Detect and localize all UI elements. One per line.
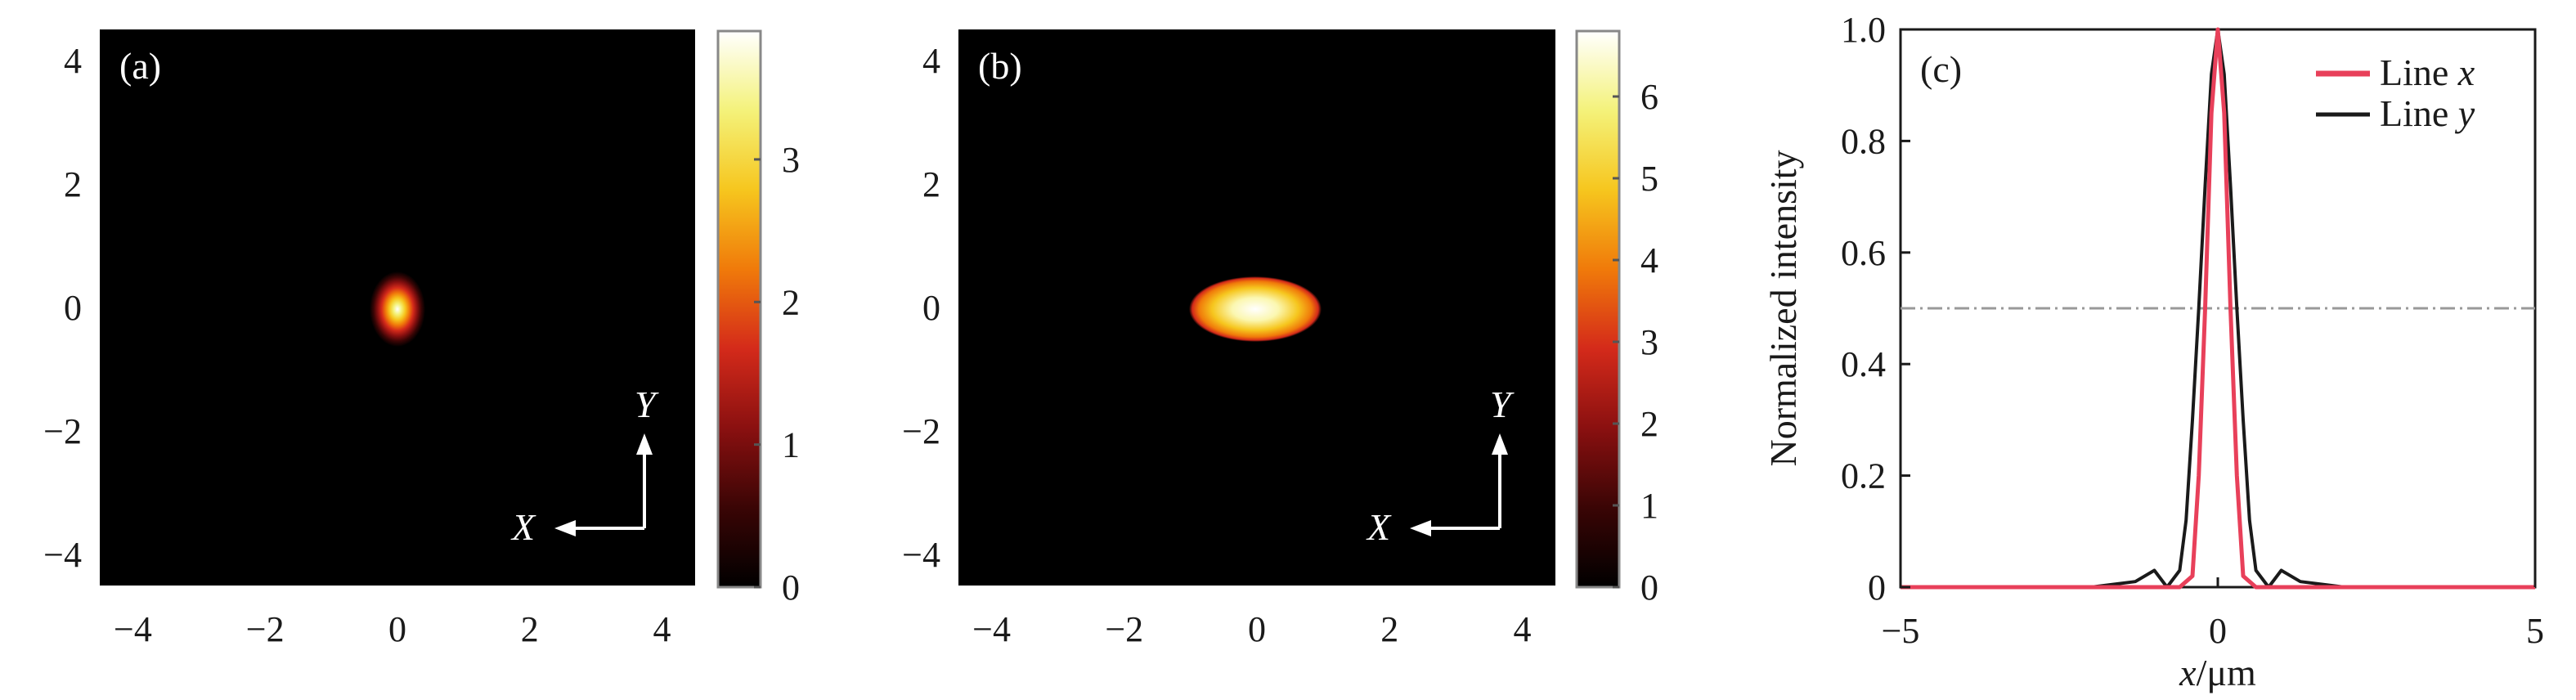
legend-label-line-x-var: x [2457, 52, 2475, 93]
panel-c-legend: Line x Line y [2316, 52, 2475, 134]
colorbar-tick-label: 3 [782, 140, 800, 180]
y-tick-label: −2 [43, 411, 82, 451]
y-tick-label: 1.0 [1841, 10, 1886, 50]
colorbar-tick-label: 5 [1640, 159, 1658, 199]
legend-label-line-x-prefix: Line [2380, 52, 2458, 93]
y-tick-label: 2 [922, 164, 940, 204]
panel-b-yaxis: 4 2 0 −2 −4 [902, 41, 940, 575]
panel-b: (b) −4 −2 0 2 4 4 2 0 −2 −4 Y X 0 1 2 3 4 5 6 [902, 29, 1658, 649]
panel-c-ylabel: Normalized intensity [1762, 150, 1804, 466]
colorbar-tick-label: 4 [1640, 240, 1658, 280]
x-tick-label: 0 [2209, 611, 2227, 651]
panel-c-xaxis: −5 0 5 [1882, 577, 2544, 651]
indicator-b-x-label: X [1366, 506, 1392, 548]
panel-b-xaxis: −4 −2 0 2 4 [972, 609, 1531, 649]
panel-a-axes-indicator: Y X [510, 384, 659, 548]
panel-a-colorbar-ticks: 0 1 2 3 [754, 140, 800, 608]
x-tick-label: 0 [388, 609, 406, 649]
panel-c-xlabel: x/μm [2179, 652, 2256, 693]
x-tick-label: −4 [114, 609, 152, 649]
legend-label-line-x: Line x [2380, 52, 2475, 93]
panel-a: (a) −4 −2 0 2 4 4 2 0 −2 −4 Y X 0 1 2 3 [43, 29, 800, 649]
x-tick-label: −2 [1105, 609, 1143, 649]
colorbar-tick-label: 3 [1640, 322, 1658, 362]
indicator-a-x-arrowhead [554, 520, 576, 536]
legend-label-line-y-var: y [2455, 92, 2475, 134]
y-tick-label: 0.6 [1841, 233, 1886, 273]
y-tick-label: 4 [922, 41, 940, 81]
indicator-b-x-arrowhead [1410, 520, 1431, 536]
y-tick-label: 4 [64, 41, 82, 81]
panel-b-axes-indicator: Y X [1366, 384, 1515, 548]
x-tick-label: 2 [521, 609, 539, 649]
y-tick-label: −4 [902, 535, 940, 575]
colorbar-tick-label: 0 [1640, 568, 1658, 608]
panel-c-xlabel-unit: /μm [2197, 652, 2256, 693]
x-tick-label: 4 [1513, 609, 1531, 649]
y-tick-label: 0.8 [1841, 121, 1886, 161]
panel-a-colorbar [716, 29, 762, 589]
panel-b-colorbar [1575, 29, 1621, 589]
panel-c-yaxis: 0 0.2 0.4 0.6 0.8 1.0 [1841, 10, 1910, 608]
y-tick-label: −2 [902, 411, 940, 451]
x-tick-label: −2 [246, 609, 285, 649]
colorbar-tick-label: 1 [782, 425, 800, 465]
panel-a-label: (a) [119, 45, 161, 87]
colorbar-tick-label: 2 [1640, 404, 1658, 444]
colorbar-tick-label: 0 [782, 568, 800, 608]
colorbar-tick-label: 6 [1640, 77, 1658, 117]
panel-c: (c) −5 0 5 00.20.40.60.81.0 Normalized int… [1762, 10, 2544, 693]
panel-a-xaxis: −4 −2 0 2 4 [114, 609, 671, 649]
x-tick-label: 5 [2526, 611, 2544, 651]
colorbar-tick-label: 2 [782, 282, 800, 322]
y-tick-label: 0.4 [1841, 344, 1886, 384]
legend-label-line-y: Line y [2380, 92, 2475, 134]
indicator-b-y-arrowhead [1492, 433, 1508, 455]
panel-b-spot [1189, 276, 1322, 342]
y-tick-label: 0 [64, 288, 82, 328]
y-tick-label: 0.2 [1841, 456, 1886, 496]
panel-a-spot [370, 271, 425, 347]
panel-a-yaxis: 4 2 0 −2 −4 [43, 41, 82, 575]
colorbar-tick-label: 1 [1640, 486, 1658, 526]
indicator-a-y-arrowhead [636, 433, 653, 455]
legend-label-line-y-prefix: Line [2380, 92, 2458, 134]
x-tick-label: −4 [972, 609, 1011, 649]
x-tick-label: 2 [1380, 609, 1398, 649]
indicator-a-x-label: X [510, 506, 536, 548]
series-line-x [1901, 27, 2535, 590]
y-tick-label: −4 [43, 535, 82, 575]
indicator-b-y-label: Y [1490, 384, 1515, 425]
y-tick-label: 0 [922, 288, 940, 328]
x-tick-label: 0 [1248, 609, 1266, 649]
panel-c-label: (c) [1920, 48, 1962, 90]
panel-b-colorbar-ticks: 0 1 2 3 4 5 6 [1613, 77, 1658, 608]
panel-b-label: (b) [978, 45, 1022, 87]
x-tick-label: 4 [653, 609, 671, 649]
y-tick-label: 0 [1868, 568, 1886, 608]
x-tick-label: −5 [1882, 611, 1920, 651]
indicator-a-y-label: Y [635, 384, 659, 425]
panel-c-series [1901, 27, 2535, 590]
y-tick-label: 2 [64, 164, 82, 204]
panel-c-xlabel-var: x [2179, 652, 2197, 693]
